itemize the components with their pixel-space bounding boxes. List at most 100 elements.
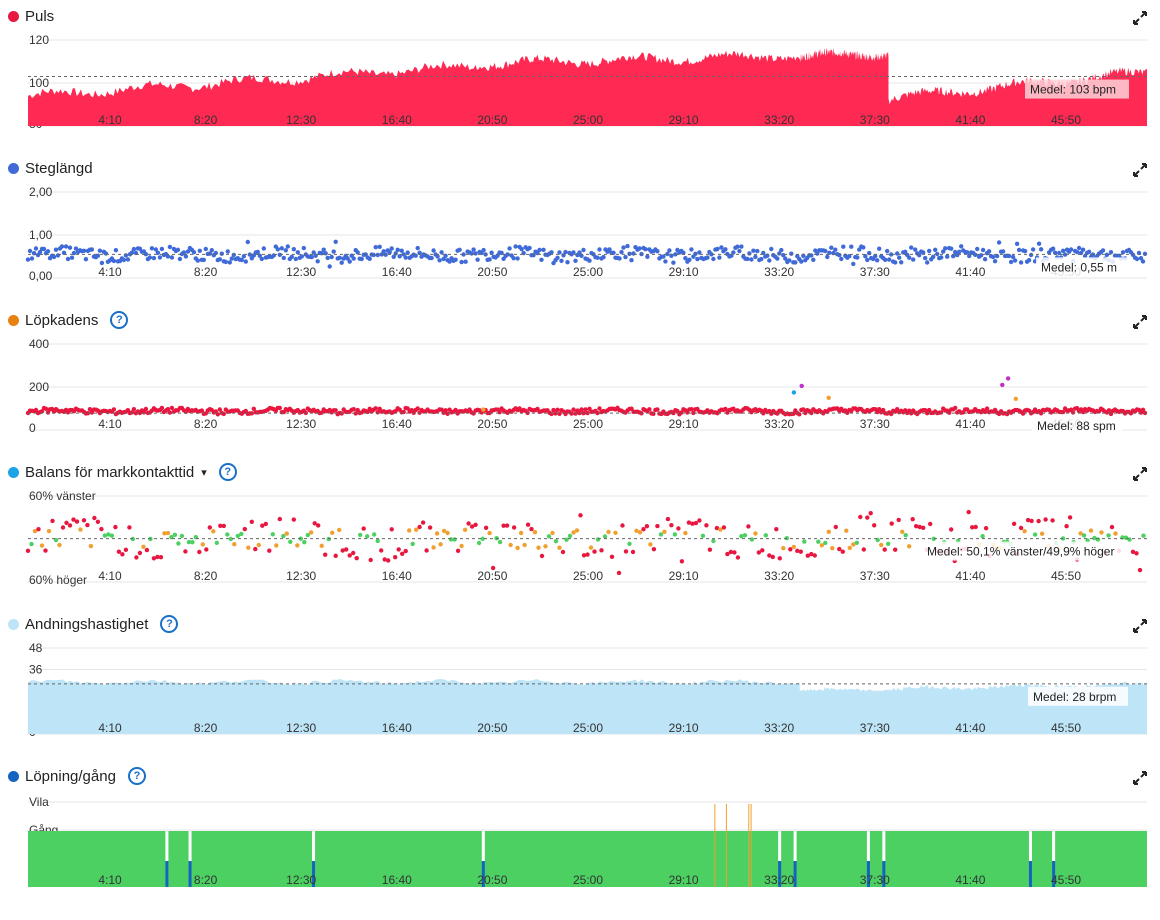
data-point bbox=[43, 548, 48, 553]
walk-marker bbox=[188, 861, 192, 887]
data-point bbox=[81, 248, 87, 253]
data-point bbox=[881, 407, 886, 413]
data-point bbox=[480, 536, 485, 541]
y-tick-label: 0 bbox=[29, 421, 36, 435]
data-point bbox=[913, 247, 918, 252]
data-point bbox=[928, 521, 933, 527]
data-point bbox=[975, 246, 980, 252]
data-point bbox=[595, 410, 600, 416]
data-point bbox=[207, 525, 212, 530]
data-point bbox=[1070, 410, 1076, 415]
data-point bbox=[1012, 258, 1018, 263]
expand-icon[interactable] bbox=[1132, 10, 1148, 26]
data-point bbox=[621, 245, 626, 250]
data-point bbox=[1050, 246, 1056, 251]
data-point bbox=[274, 543, 279, 548]
data-point bbox=[889, 521, 894, 526]
data-point bbox=[637, 530, 643, 535]
data-point bbox=[153, 247, 159, 252]
data-point bbox=[574, 528, 580, 533]
data-point bbox=[805, 553, 810, 558]
data-point bbox=[1080, 247, 1086, 252]
data-point bbox=[218, 523, 223, 528]
expand-icon[interactable] bbox=[1132, 770, 1148, 786]
x-tick-label: 37:30 bbox=[860, 417, 890, 431]
walk-marker bbox=[312, 861, 316, 887]
data-point bbox=[980, 247, 986, 253]
data-point bbox=[111, 407, 117, 412]
stride-title: Steglängd bbox=[25, 159, 93, 177]
data-point bbox=[690, 521, 695, 526]
data-point bbox=[557, 250, 562, 255]
expand-icon[interactable] bbox=[1132, 314, 1148, 330]
help-icon[interactable]: ? bbox=[160, 615, 179, 633]
data-point bbox=[159, 246, 165, 252]
dropdown-caret-icon[interactable]: ▾ bbox=[201, 466, 207, 479]
data-point bbox=[885, 248, 890, 254]
data-point bbox=[351, 550, 356, 556]
data-point bbox=[1018, 525, 1024, 531]
data-point bbox=[455, 548, 461, 553]
data-point bbox=[281, 533, 286, 539]
data-point bbox=[143, 406, 149, 412]
data-point bbox=[679, 559, 685, 564]
help-icon[interactable]: ? bbox=[127, 767, 146, 785]
data-point bbox=[830, 546, 835, 551]
data-point bbox=[515, 256, 520, 261]
x-tick-label: 8:20 bbox=[194, 721, 218, 735]
data-point bbox=[571, 250, 576, 255]
mean-label-bg bbox=[1036, 257, 1128, 277]
expand-icon[interactable] bbox=[1132, 466, 1148, 482]
data-point bbox=[742, 533, 748, 538]
data-point bbox=[85, 411, 91, 416]
breathing-title: Andningshastighet bbox=[25, 615, 149, 633]
data-point bbox=[825, 254, 830, 260]
expand-icon[interactable] bbox=[1132, 162, 1148, 178]
walk-gap bbox=[165, 831, 169, 861]
data-point bbox=[167, 244, 173, 250]
data-point bbox=[837, 252, 842, 258]
x-tick-label: 33:20 bbox=[764, 721, 794, 735]
data-point bbox=[461, 252, 466, 257]
walk-marker bbox=[1028, 861, 1032, 887]
help-icon[interactable]: ? bbox=[110, 311, 129, 329]
data-point bbox=[325, 255, 330, 261]
data-point bbox=[595, 255, 600, 260]
data-point bbox=[1013, 396, 1018, 401]
x-tick-label: 33:20 bbox=[764, 265, 794, 279]
data-point bbox=[858, 514, 863, 520]
data-point bbox=[396, 547, 401, 552]
data-point bbox=[403, 548, 408, 554]
data-point bbox=[854, 540, 859, 545]
data-point bbox=[57, 542, 62, 548]
data-point bbox=[861, 245, 866, 250]
x-tick-label: 12:30 bbox=[286, 569, 316, 583]
data-point bbox=[1026, 258, 1032, 263]
x-tick-label: 8:20 bbox=[194, 113, 218, 127]
help-icon[interactable]: ? bbox=[218, 463, 237, 481]
data-point bbox=[655, 407, 660, 412]
data-point bbox=[897, 255, 902, 260]
data-point bbox=[60, 525, 66, 530]
data-point bbox=[793, 260, 798, 265]
data-point bbox=[578, 513, 583, 518]
x-tick-label: 4:10 bbox=[98, 265, 122, 279]
data-point bbox=[637, 246, 642, 251]
data-point bbox=[340, 548, 345, 553]
data-point bbox=[177, 256, 183, 262]
data-point bbox=[46, 528, 52, 534]
data-point bbox=[333, 408, 338, 413]
data-point bbox=[125, 257, 131, 262]
data-point bbox=[141, 544, 146, 549]
expand-icon[interactable] bbox=[1132, 618, 1148, 634]
data-point bbox=[129, 250, 135, 255]
data-point bbox=[787, 258, 792, 263]
data-point bbox=[865, 257, 870, 263]
data-point bbox=[469, 524, 475, 529]
data-point bbox=[581, 247, 586, 253]
data-point bbox=[121, 257, 127, 263]
data-point bbox=[1000, 249, 1006, 254]
data-point bbox=[329, 254, 334, 260]
data-point bbox=[812, 553, 817, 558]
data-point bbox=[675, 408, 680, 414]
